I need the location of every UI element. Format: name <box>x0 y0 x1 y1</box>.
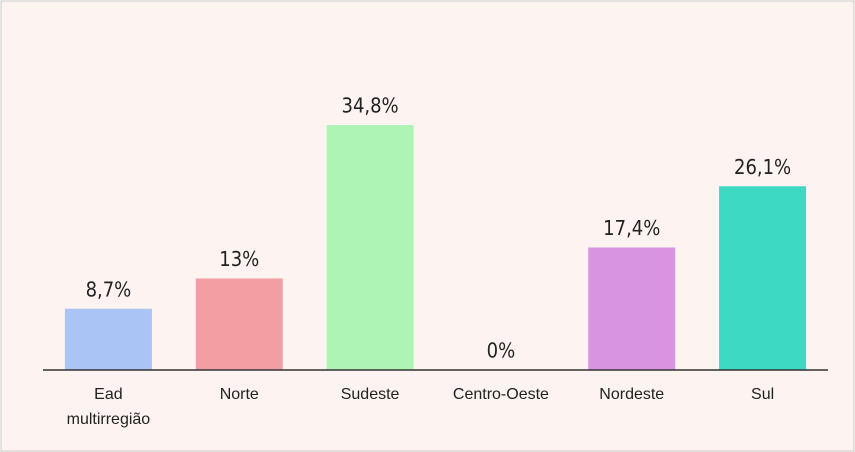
bar <box>719 186 807 370</box>
x-tick-label: Sul <box>751 386 774 403</box>
bar <box>326 125 414 370</box>
value-label: 26,1% <box>734 155 791 179</box>
value-label: 17,4% <box>603 216 660 240</box>
bar <box>588 247 676 370</box>
x-tick-label: Nordeste <box>599 386 664 403</box>
value-label: 0% <box>487 339 516 363</box>
value-label: 13% <box>219 247 259 271</box>
value-label: 34,8% <box>342 94 399 118</box>
x-tick-label: Ead multirregião <box>67 386 151 428</box>
bar <box>64 308 152 370</box>
x-tick-label: Norte <box>220 386 259 403</box>
x-tick-label: Sudeste <box>341 386 400 403</box>
x-tick-label: Centro-Oeste <box>453 386 549 403</box>
bar <box>195 278 283 370</box>
value-label: 8,7% <box>86 277 132 301</box>
